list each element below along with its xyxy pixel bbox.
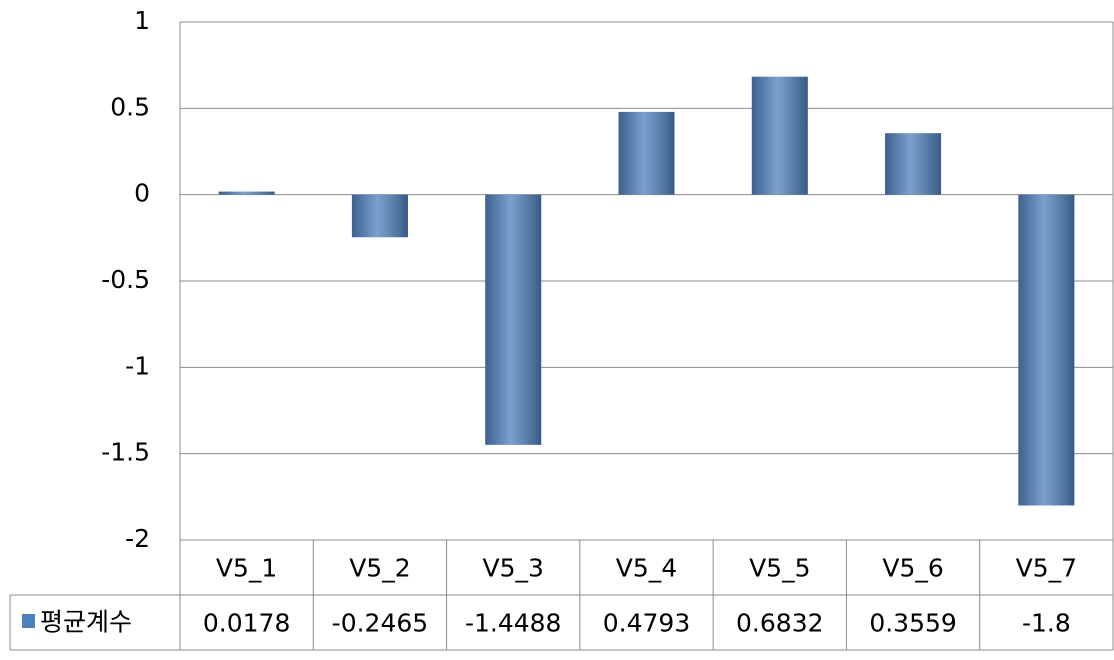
y-tick-label: -2: [125, 524, 150, 553]
x-tick-label: V5_2: [349, 554, 410, 583]
bar: [618, 111, 675, 195]
y-tick-label: -1.5: [101, 438, 150, 467]
legend-key: [22, 614, 35, 628]
x-tick-label: V5_1: [216, 554, 277, 583]
x-tick-label: V5_5: [749, 554, 810, 583]
bar: [485, 194, 542, 445]
data-table-value: -1.8: [1022, 609, 1071, 638]
bar: [751, 76, 808, 195]
data-table-value: -0.2465: [332, 609, 429, 638]
y-tick-label: 0.5: [110, 92, 150, 121]
bar: [1018, 194, 1075, 506]
x-tick-label: V5_7: [1016, 554, 1077, 583]
data-table-value: -1.4488: [465, 609, 562, 638]
y-tick-label: 0: [134, 179, 150, 208]
legend-label: 평균계수: [40, 608, 132, 637]
data-table-value: 0.4793: [603, 609, 690, 638]
x-tick-label: V5_4: [616, 554, 677, 583]
data-table-value: 0.6832: [736, 609, 823, 638]
y-tick-label: -1: [125, 351, 150, 380]
x-tick-label: V5_3: [483, 554, 544, 583]
data-table-value: 0.3559: [869, 609, 956, 638]
bar: [885, 133, 942, 195]
bar: [218, 191, 275, 195]
x-tick-label: V5_6: [882, 554, 943, 583]
bar: [351, 194, 408, 238]
y-tick-label: -0.5: [101, 265, 150, 294]
y-tick-label: 1: [134, 6, 150, 35]
data-table-value: 0.0178: [203, 609, 290, 638]
